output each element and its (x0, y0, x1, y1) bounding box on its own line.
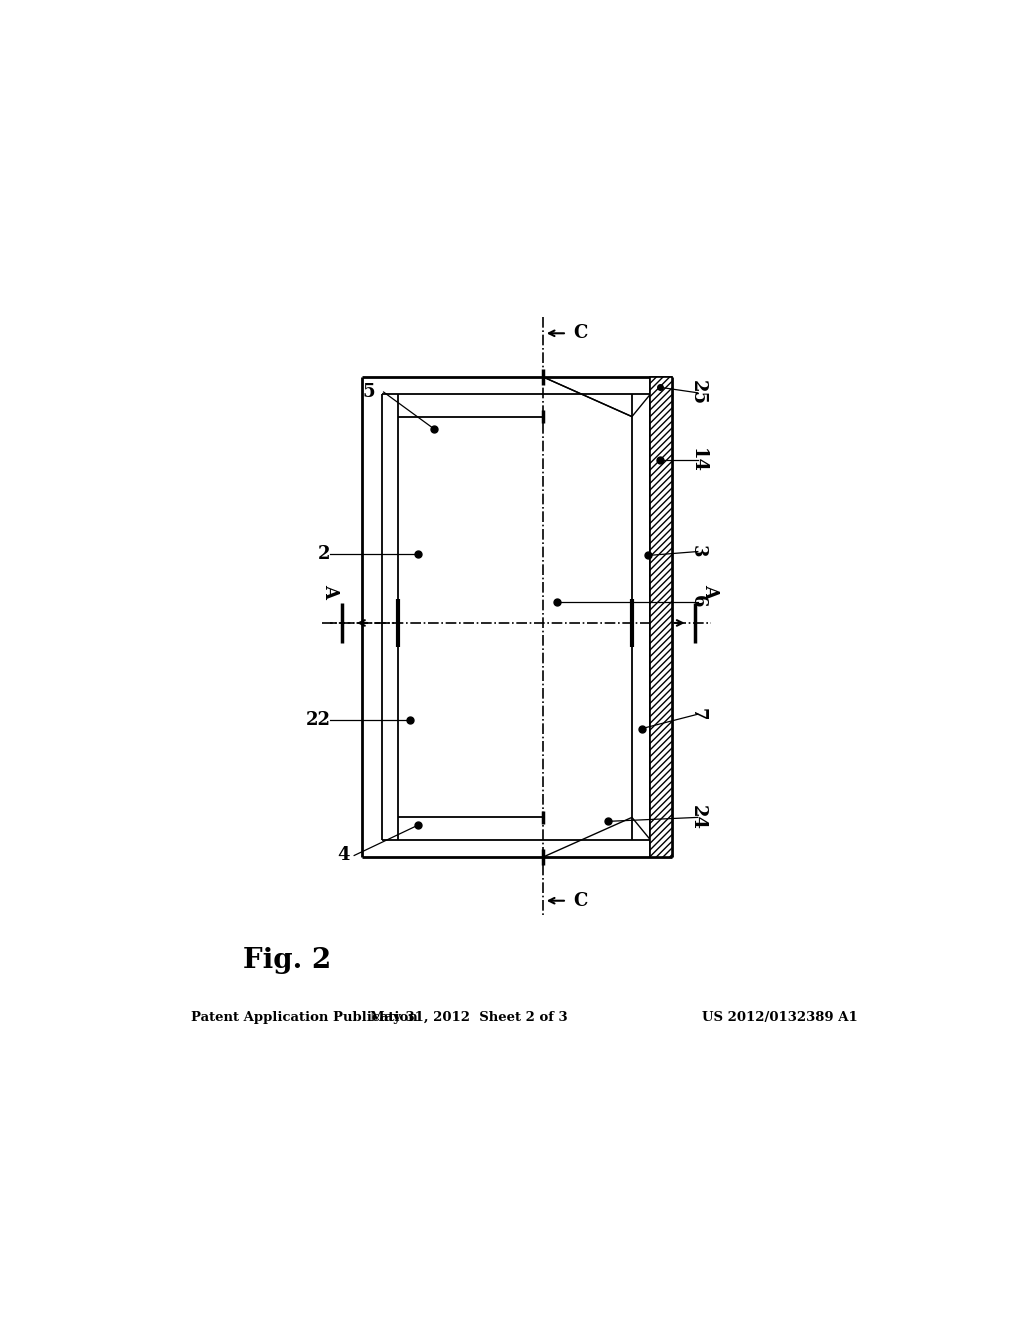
Text: 5: 5 (362, 383, 376, 401)
Text: 4: 4 (338, 846, 350, 865)
Text: Patent Application Publication: Patent Application Publication (191, 1011, 418, 1024)
Text: 25: 25 (689, 380, 707, 405)
Text: C: C (573, 325, 588, 342)
Text: 2: 2 (317, 545, 331, 562)
Text: Fig. 2: Fig. 2 (243, 946, 332, 974)
Bar (650, 378, 672, 857)
Text: May 31, 2012  Sheet 2 of 3: May 31, 2012 Sheet 2 of 3 (371, 1011, 568, 1024)
Text: 24: 24 (689, 805, 707, 830)
Text: A: A (322, 585, 339, 598)
Text: US 2012/0132389 A1: US 2012/0132389 A1 (702, 1011, 858, 1024)
Text: 22: 22 (305, 710, 331, 729)
Text: C: C (573, 892, 588, 909)
Text: A: A (700, 585, 719, 598)
Text: 14: 14 (689, 447, 707, 473)
Text: 7: 7 (689, 708, 707, 721)
Text: 3: 3 (689, 545, 707, 558)
Text: 6: 6 (689, 595, 707, 607)
